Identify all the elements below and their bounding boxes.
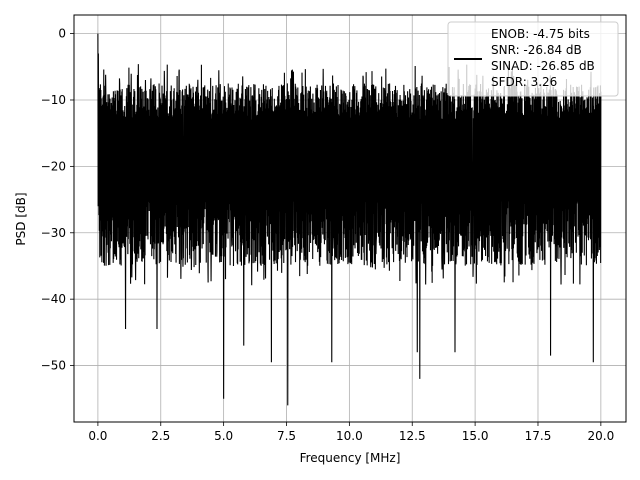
- x-tick-label: 5.0: [214, 429, 233, 443]
- legend-box: [447, 21, 619, 97]
- x-axis-label: Frequency [MHz]: [300, 451, 401, 465]
- x-tick-label: 0.0: [88, 429, 107, 443]
- legend-entry-enob: ENOB: -4.75 bits: [491, 27, 590, 41]
- legend-entry-snr: SNR: -26.84 dB: [491, 43, 582, 57]
- x-tick-label: 10.0: [336, 429, 363, 443]
- x-tick-label: 17.5: [525, 429, 552, 443]
- legend-entry-sfdr: SFDR: 3.26: [491, 75, 557, 89]
- x-tick-label: 12.5: [399, 429, 426, 443]
- y-tick-label: −40: [41, 292, 66, 306]
- axis-ticks: 0.0 2.5 5.0 7.5 10.0 12.5 15.0 17.5 20.0 0 −10 −20 −…: [41, 27, 615, 443]
- y-tick-label: 0: [58, 27, 66, 41]
- plot-frame: [73, 14, 627, 423]
- legend-entry-sinad: SINAD: -26.85 dB: [491, 59, 595, 73]
- y-tick-label: −50: [41, 359, 66, 373]
- x-tick-label: 2.5: [151, 429, 170, 443]
- y-tick-label: −20: [41, 159, 66, 173]
- x-tick-label: 15.0: [462, 429, 489, 443]
- x-tick-label: 7.5: [277, 429, 296, 443]
- y-tick-label: −30: [41, 226, 66, 240]
- y-axis-label: PSD [dB]: [14, 192, 28, 245]
- x-tick-label: 20.0: [587, 429, 614, 443]
- legend: ENOB: -4.75 bits SNR: -26.84 dB SINAD: -…: [447, 21, 619, 97]
- y-tick-label: −10: [41, 93, 66, 107]
